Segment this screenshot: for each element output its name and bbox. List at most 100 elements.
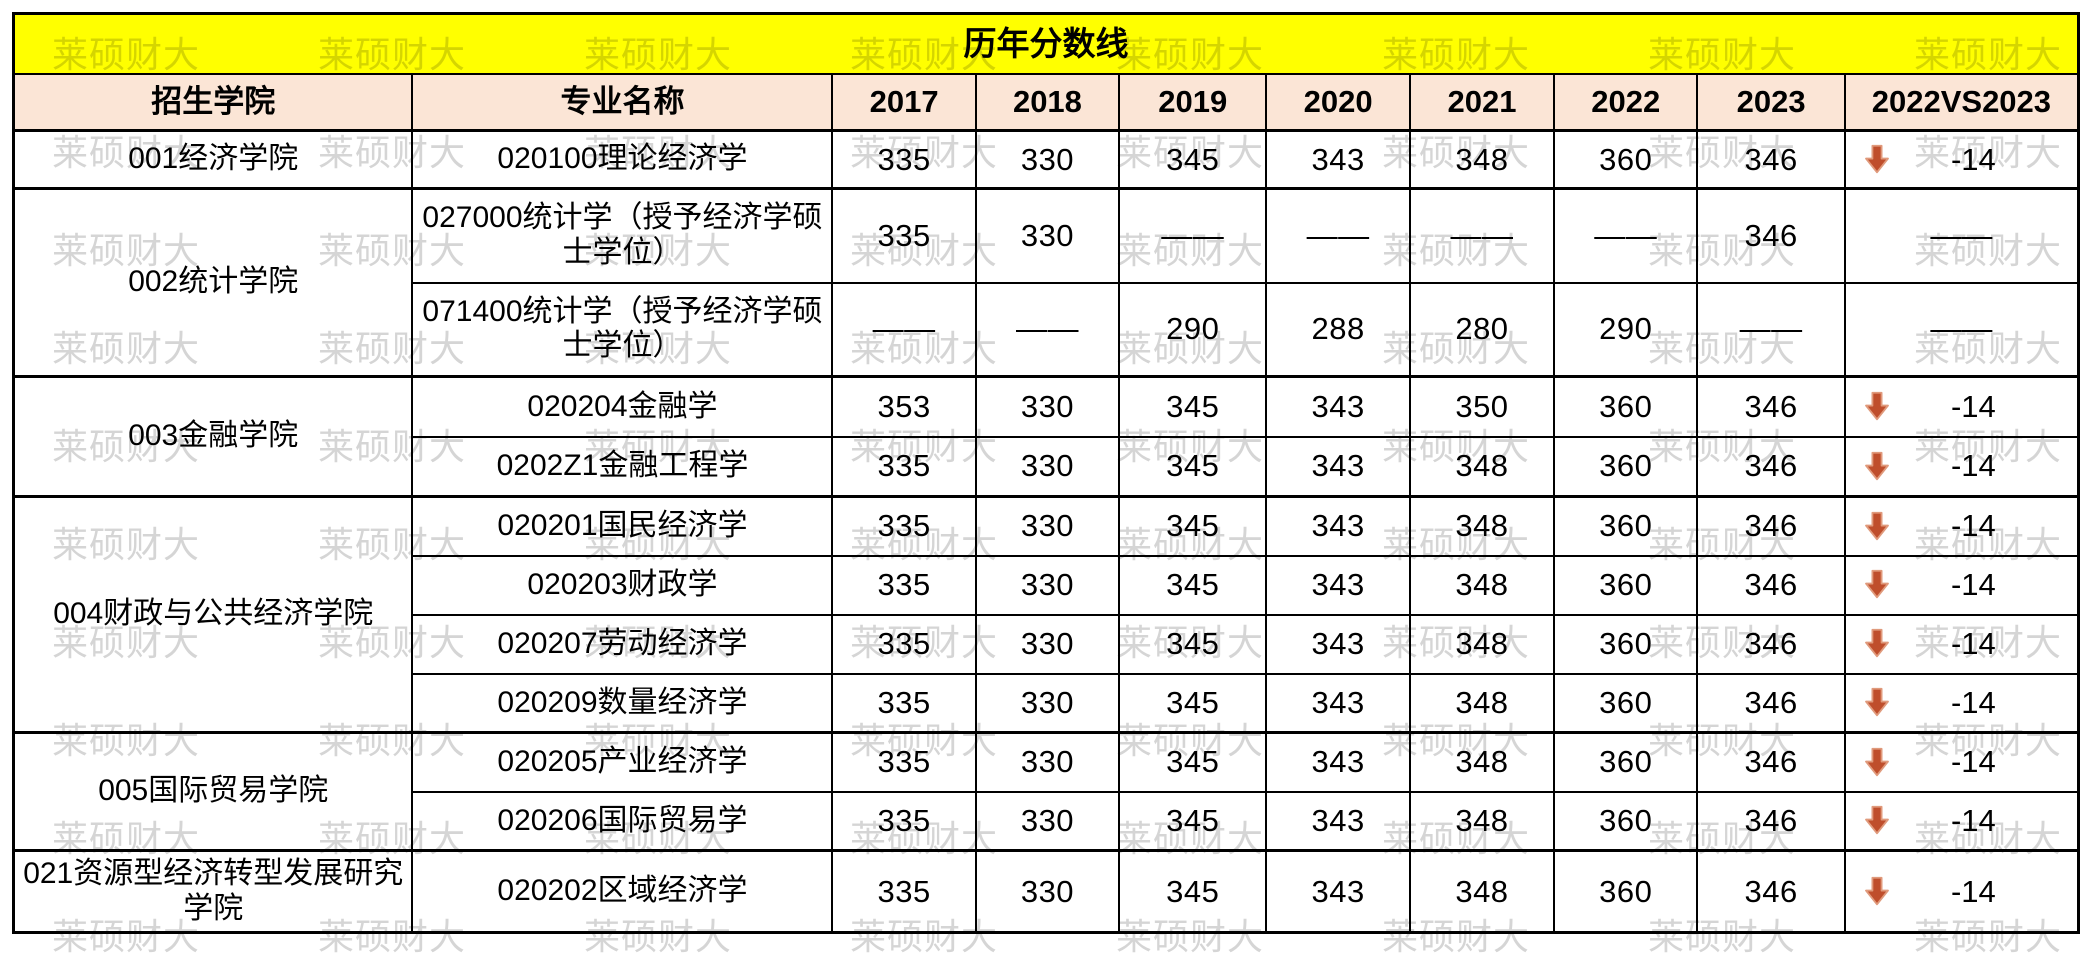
college-cell: 021资源型经济转型发展研究学院 — [12, 849, 414, 934]
score-cell-2017: 335 — [831, 849, 977, 934]
title-row: 历年分数线 — [12, 12, 2080, 75]
table-row: 003金融学院 020204金融学 353 330 345 343 350 360 346 -14 — [12, 375, 2080, 498]
score-cell-2020: 343 — [1265, 849, 1411, 934]
score-cell-2022: 360 — [1553, 554, 1699, 616]
vs-cell: -14 — [1843, 435, 2080, 498]
score-cell-2023: 346 — [1696, 435, 1846, 498]
score-cell-2021: 348 — [1408, 435, 1556, 498]
score-cell-2019: —— — [1118, 187, 1268, 284]
score-cell-2018: 330 — [974, 554, 1121, 616]
score-cell-2023: 346 — [1696, 790, 1846, 852]
down-arrow-icon — [1864, 806, 1889, 835]
score-cell-2019: 345 — [1118, 672, 1268, 734]
score-cell-2020: 288 — [1265, 281, 1411, 378]
score-cell-2022: 360 — [1553, 849, 1699, 934]
college-cell: 001经济学院 — [12, 129, 414, 190]
score-cell-2019: 345 — [1118, 554, 1268, 616]
score-cell-2019: 345 — [1118, 495, 1268, 557]
score-cell-2021: 348 — [1408, 613, 1556, 675]
score-cell-2017: 335 — [831, 613, 977, 675]
score-cell-2017: 335 — [831, 187, 977, 284]
score-cell-2022: 360 — [1553, 435, 1699, 498]
score-cell-2021: 348 — [1408, 849, 1556, 934]
college-cell: 005国际贸易学院 — [12, 731, 414, 852]
score-cell-2018: 330 — [974, 731, 1121, 793]
score-cell-2021: 348 — [1408, 495, 1556, 557]
vs-value: -14 — [1950, 508, 1996, 544]
major-cell: 020207劳动经济学 — [411, 613, 834, 675]
college-cell: 003金融学院 — [12, 375, 414, 498]
table-row: 020203财政学 335 330 345 343 348 360 346 -14 — [14, 554, 2080, 616]
table-row: 005国际贸易学院 020205产业经济学 335 330 345 343 348 360 34… — [12, 731, 2080, 852]
down-arrow-icon — [1864, 511, 1889, 540]
table-row: 001经济学院 020100理论经济学 335 330 345 343 348 360 346 -… — [12, 129, 2080, 190]
score-cell-2023: 346 — [1696, 495, 1846, 557]
column-header-7: 2022 — [1553, 73, 1699, 132]
vs-cell: -14 — [1843, 790, 2080, 852]
score-cell-2023: 346 — [1696, 375, 1846, 438]
college-cell: 004财政与公共经济学院 — [12, 495, 414, 734]
score-cell-2018: —— — [974, 281, 1121, 378]
score-cell-2020: 343 — [1265, 790, 1411, 852]
table-head: 历年分数线 招生学院 专业名称 2017 2018 2019 2020 2021 2022 20… — [12, 12, 2080, 132]
major-cell: 020202区域经济学 — [411, 849, 834, 934]
vs-value: -14 — [1950, 567, 1996, 603]
table-row: 020207劳动经济学 335 330 345 343 348 360 346 -14 — [14, 613, 2080, 675]
down-arrow-icon — [1864, 688, 1889, 717]
score-cell-2021: 280 — [1408, 281, 1556, 378]
table-row: 0202Z1金融工程学 335 330 345 343 348 360 346 -14 — [14, 435, 2080, 498]
column-header-2: 2017 — [831, 73, 977, 132]
score-cell-2023: 346 — [1696, 849, 1846, 934]
score-cell-2018: 330 — [974, 672, 1121, 734]
column-header-8: 2023 — [1696, 73, 1846, 132]
score-cell-2021: 348 — [1408, 672, 1556, 734]
score-cell-2020: 343 — [1265, 554, 1411, 616]
score-cell-2022: 360 — [1553, 375, 1699, 438]
score-cell-2019: 345 — [1118, 129, 1268, 190]
score-cell-2019: 345 — [1118, 790, 1268, 852]
score-table: 历年分数线 招生学院 专业名称 2017 2018 2019 2020 2021 2022 20… — [12, 12, 2080, 934]
vs-value: -14 — [1950, 684, 1996, 720]
score-cell-2022: —— — [1553, 187, 1699, 284]
vs-cell: -14 — [1843, 849, 2080, 934]
table-row: 020209数量经济学 335 330 345 343 348 360 346 -14 — [14, 672, 2080, 734]
score-cell-2020: 343 — [1265, 495, 1411, 557]
vs-value: -14 — [1950, 802, 1996, 838]
score-cell-2023: 346 — [1696, 187, 1846, 284]
vs-cell: —— — [1843, 281, 2080, 378]
vs-value: -14 — [1950, 626, 1996, 662]
vs-cell: -14 — [1843, 731, 2080, 793]
vs-value: -14 — [1950, 388, 1996, 424]
vs-value: -14 — [1950, 448, 1996, 484]
score-cell-2017: 335 — [831, 731, 977, 793]
table-body: 001经济学院 020100理论经济学 335 330 345 343 348 360 346-… — [12, 129, 2080, 934]
major-cell: 020100理论经济学 — [411, 129, 834, 190]
score-cell-2021: 348 — [1408, 129, 1556, 190]
vs-cell: -14 — [1843, 375, 2080, 438]
score-cell-2022: 290 — [1553, 281, 1699, 378]
score-cell-2017: 335 — [831, 790, 977, 852]
score-cell-2017: 335 — [831, 435, 977, 498]
major-cell: 020209数量经济学 — [411, 672, 834, 734]
score-cell-2023: 346 — [1696, 129, 1846, 190]
down-arrow-icon — [1864, 144, 1889, 174]
score-cell-2018: 330 — [974, 187, 1121, 284]
table-row: 021资源型经济转型发展研究学院 020202区域经济学 335 330 345 343 3… — [12, 849, 2080, 934]
down-arrow-icon — [1864, 747, 1889, 776]
major-cell: 020203财政学 — [411, 554, 834, 616]
score-cell-2020: 343 — [1265, 375, 1411, 438]
score-cell-2022: 360 — [1553, 495, 1699, 557]
score-cell-2021: —— — [1408, 187, 1556, 284]
down-arrow-icon — [1864, 629, 1889, 658]
score-cell-2023: 346 — [1696, 731, 1846, 793]
score-cell-2022: 360 — [1553, 790, 1699, 852]
score-cell-2017: 353 — [831, 375, 977, 438]
column-header-6: 2021 — [1408, 73, 1556, 132]
score-cell-2019: 345 — [1118, 435, 1268, 498]
column-header-0: 招生学院 — [12, 73, 414, 132]
score-cell-2019: 345 — [1118, 731, 1268, 793]
score-cell-2023: 346 — [1696, 613, 1846, 675]
score-cell-2022: 360 — [1553, 129, 1699, 190]
score-cell-2021: 348 — [1408, 554, 1556, 616]
vs-cell: -14 — [1843, 613, 2080, 675]
